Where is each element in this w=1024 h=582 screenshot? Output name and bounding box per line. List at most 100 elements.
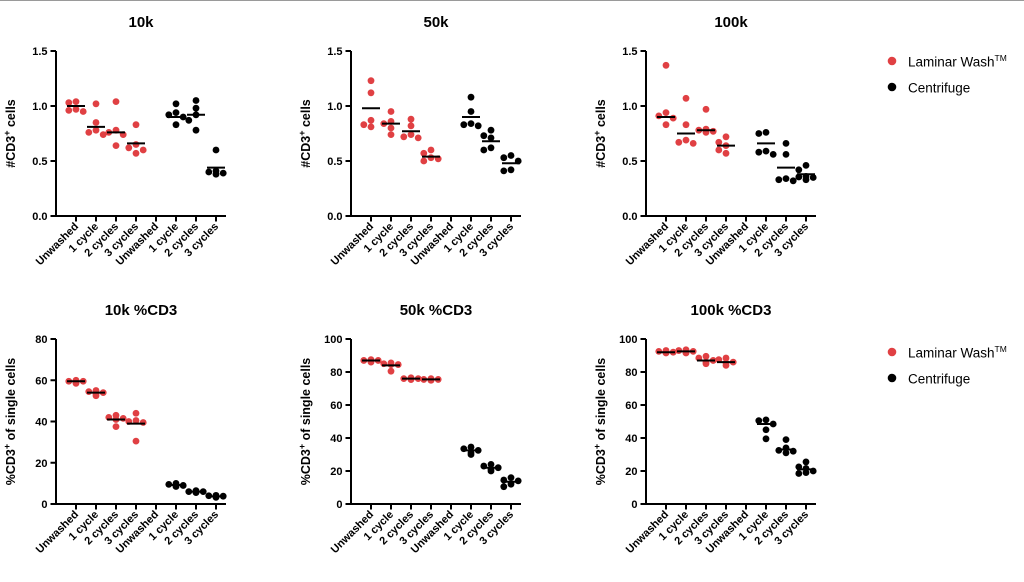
data-point <box>662 109 670 116</box>
data-point <box>702 352 710 360</box>
data-point <box>427 154 435 162</box>
data-point <box>755 417 763 425</box>
y-tick-label: 0.5 <box>622 156 637 168</box>
y-tick-label: 0 <box>41 499 47 511</box>
data-point <box>65 107 73 114</box>
y-tick-label: 1.5 <box>32 46 47 58</box>
data-point <box>185 116 193 124</box>
data-point <box>212 170 220 178</box>
legend-row-2: Laminar WashTM Centrifuge <box>885 289 1024 577</box>
data-point <box>487 134 495 142</box>
y-tick-label: 100 <box>324 334 342 346</box>
data-point <box>407 115 415 123</box>
data-point <box>702 360 710 368</box>
data-point <box>775 176 783 184</box>
y-tick-label: 1.0 <box>327 101 342 113</box>
data-point <box>487 461 495 468</box>
data-point <box>92 126 100 134</box>
data-point <box>507 166 515 174</box>
y-tick-label: 20 <box>330 466 342 478</box>
data-point <box>682 136 690 144</box>
chart-title: 10k %CD3 <box>105 302 178 319</box>
y-tick-label: 0.0 <box>327 211 342 223</box>
y-tick-label: 20 <box>35 458 47 470</box>
chart-cell-10k: 10k 0.0 0.5 1.0 1.5 Unwashed 1 cycle 2 cycles 3 … <box>0 1 295 289</box>
data-point <box>192 97 200 104</box>
data-point <box>795 470 803 477</box>
data-point <box>789 177 797 185</box>
data-point <box>387 367 395 375</box>
data-point <box>192 104 200 112</box>
data-point <box>92 100 100 108</box>
data-point <box>65 99 73 107</box>
data-point <box>367 116 375 124</box>
data-point <box>387 131 395 139</box>
y-tick-label: 60 <box>330 400 342 412</box>
data-point <box>172 100 180 108</box>
data-point <box>722 133 730 141</box>
data-point <box>507 152 515 159</box>
data-point <box>467 120 475 127</box>
y-tick-label: 1.5 <box>327 46 342 58</box>
y-tick-label: 80 <box>330 367 342 379</box>
chart-title: 10k <box>128 14 154 31</box>
data-point <box>99 131 107 139</box>
data-point <box>85 388 93 395</box>
data-point <box>682 94 690 102</box>
data-point <box>722 149 730 157</box>
data-point <box>702 105 710 113</box>
data-point <box>205 168 213 176</box>
data-point <box>92 392 100 400</box>
data-point <box>212 494 220 501</box>
data-point <box>795 166 803 174</box>
data-point <box>655 112 663 120</box>
data-point <box>709 127 717 135</box>
data-point <box>92 119 100 126</box>
data-point <box>460 121 468 129</box>
data-point <box>132 409 140 417</box>
data-point <box>125 144 133 152</box>
data-point <box>132 121 140 129</box>
y-tick-label: 40 <box>330 433 342 445</box>
data-point <box>132 149 140 157</box>
laminar-wash-dot-icon <box>887 56 897 66</box>
data-point <box>192 126 200 134</box>
y-tick-label: 1.0 <box>622 101 637 113</box>
legend-label-centrifuge: Centrifuge <box>908 80 971 96</box>
data-point <box>480 132 488 140</box>
data-point <box>467 108 475 115</box>
data-point <box>467 443 475 451</box>
data-point <box>782 175 790 183</box>
y-axis-label: #CD3+ cells <box>592 99 608 168</box>
legend-label-laminar-wash: Laminar WashTM <box>908 343 1007 361</box>
data-point <box>79 108 87 115</box>
data-point <box>467 93 475 101</box>
laminar-wash-dot-icon <box>887 347 897 357</box>
data-point <box>802 176 810 184</box>
y-axis-label: %CD3+ of single cells <box>2 358 18 486</box>
data-point <box>675 138 683 146</box>
data-point <box>722 354 730 362</box>
data-point <box>112 423 120 431</box>
chart-title: 100k %CD3 <box>691 302 772 319</box>
data-point <box>112 142 120 150</box>
data-point <box>769 151 777 158</box>
data-point <box>802 458 810 466</box>
data-point <box>500 167 508 175</box>
data-point <box>420 157 428 165</box>
data-point <box>212 146 220 154</box>
centrifuge-dot-icon <box>887 82 897 92</box>
y-tick-label: 0 <box>336 499 342 511</box>
data-point <box>132 417 140 424</box>
data-point <box>387 108 395 115</box>
data-point <box>85 129 93 136</box>
y-tick-label: 0.5 <box>32 156 47 168</box>
data-point <box>782 449 790 457</box>
data-point <box>669 114 677 122</box>
data-point <box>782 151 790 158</box>
data-point <box>689 140 697 147</box>
data-point <box>219 169 227 177</box>
legend-item-laminar-wash: Laminar WashTM <box>887 343 1024 361</box>
legend-item-laminar-wash: Laminar WashTM <box>887 52 1024 70</box>
